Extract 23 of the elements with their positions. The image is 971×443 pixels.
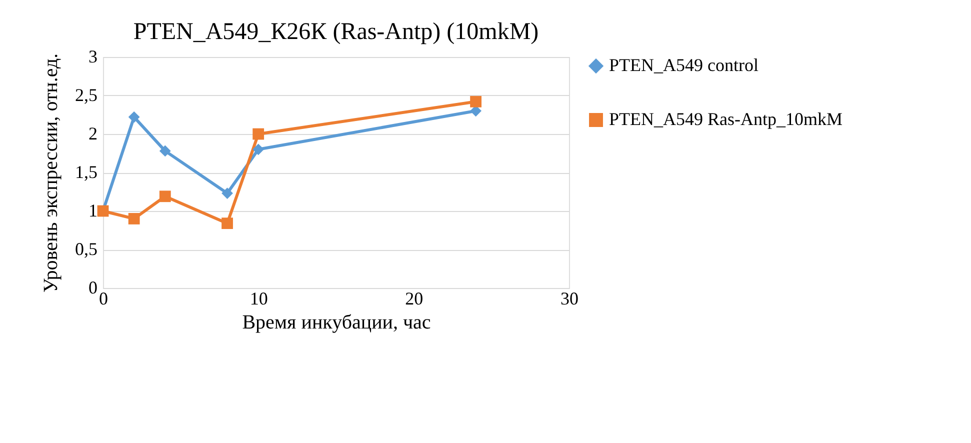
- point: [222, 218, 233, 230]
- legend-label: PTEN_A549 Ras-Antp_10mkM: [609, 109, 842, 129]
- y-axis-title: Уровень экспрессии, отн.ед.: [40, 53, 62, 293]
- point: [159, 145, 171, 157]
- point: [252, 144, 264, 156]
- x-tick-label: 30: [560, 288, 578, 308]
- point: [470, 96, 482, 108]
- x-tick-label: 20: [405, 288, 424, 308]
- y-tick-label: 2: [88, 124, 98, 144]
- point: [128, 213, 140, 224]
- y-tick-label: 2,5: [75, 85, 98, 105]
- x-tick-label: 10: [250, 288, 268, 308]
- point: [128, 111, 140, 123]
- y-tick-label: 1: [88, 200, 98, 220]
- x-axis-title: Время инкубации, час: [242, 312, 431, 334]
- point: [252, 128, 264, 140]
- y-tick-label: 0,5: [75, 239, 98, 259]
- chart-title: PTEN_A549_К26К (Ras-Antp) (10mkM): [133, 19, 539, 45]
- y-tick-label: 3: [88, 46, 98, 66]
- legend-label: PTEN_A549 control: [609, 55, 758, 75]
- point: [222, 188, 233, 199]
- y-tick-label: 1,5: [75, 162, 98, 182]
- point: [159, 190, 171, 202]
